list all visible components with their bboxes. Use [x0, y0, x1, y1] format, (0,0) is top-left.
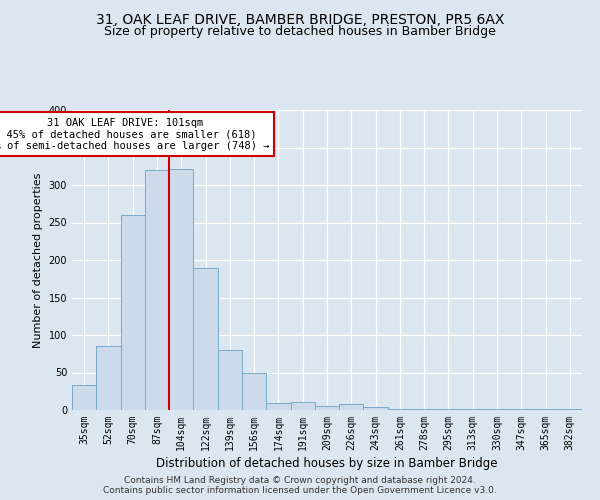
- Bar: [193, 268, 218, 410]
- Y-axis label: Number of detached properties: Number of detached properties: [33, 172, 43, 348]
- Bar: [461, 409, 485, 410]
- Bar: [315, 406, 339, 410]
- Text: Contains public sector information licensed under the Open Government Licence v3: Contains public sector information licen…: [103, 486, 497, 495]
- Bar: [436, 409, 461, 410]
- Bar: [145, 170, 169, 410]
- Bar: [339, 404, 364, 410]
- Bar: [169, 168, 193, 410]
- Bar: [266, 402, 290, 410]
- Text: 31, OAK LEAF DRIVE, BAMBER BRIDGE, PRESTON, PR5 6AX: 31, OAK LEAF DRIVE, BAMBER BRIDGE, PREST…: [96, 12, 504, 26]
- Bar: [364, 407, 388, 410]
- Bar: [218, 350, 242, 410]
- Bar: [290, 402, 315, 410]
- Text: Size of property relative to detached houses in Bamber Bridge: Size of property relative to detached ho…: [104, 25, 496, 38]
- Bar: [388, 408, 412, 410]
- Bar: [242, 372, 266, 410]
- Text: 31 OAK LEAF DRIVE: 101sqm
← 45% of detached houses are smaller (618)
54% of semi: 31 OAK LEAF DRIVE: 101sqm ← 45% of detac…: [0, 118, 269, 150]
- Bar: [485, 409, 509, 410]
- Text: Contains HM Land Registry data © Crown copyright and database right 2024.: Contains HM Land Registry data © Crown c…: [124, 476, 476, 485]
- Bar: [96, 346, 121, 410]
- Bar: [533, 409, 558, 410]
- Bar: [558, 408, 582, 410]
- Bar: [72, 385, 96, 410]
- Bar: [412, 408, 436, 410]
- X-axis label: Distribution of detached houses by size in Bamber Bridge: Distribution of detached houses by size …: [156, 457, 498, 470]
- Bar: [509, 409, 533, 410]
- Bar: [121, 215, 145, 410]
